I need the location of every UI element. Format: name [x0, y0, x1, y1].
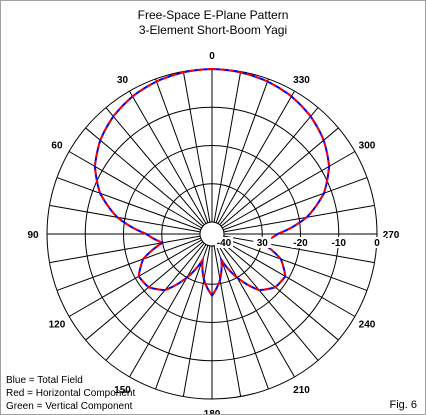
- radial-label-bg: [253, 237, 272, 248]
- grid-spoke: [223, 235, 375, 264]
- grid-spoke: [220, 127, 339, 227]
- grid-spoke: [129, 244, 207, 378]
- grid-spoke: [56, 177, 201, 231]
- angle-label-0: 0: [209, 51, 215, 62]
- grid-spoke: [223, 204, 375, 233]
- grid-spoke: [56, 237, 201, 291]
- grid-spoke: [49, 204, 201, 233]
- grid-spoke: [155, 78, 209, 223]
- grid-spoke: [215, 78, 269, 223]
- grid-spoke: [105, 107, 205, 226]
- legend-total: Blue = Total Field: [6, 375, 83, 386]
- angle-label-180: 180: [204, 409, 221, 414]
- chart-title: Free-Space E-Plane Pattern: [137, 8, 289, 22]
- chart-subtitle: 3-Element Short-Boom Yagi: [138, 23, 288, 37]
- grid-spoke: [85, 241, 204, 341]
- grid-spoke: [129, 90, 207, 224]
- radial-label-bg: [291, 237, 310, 248]
- grid-spoke: [182, 71, 211, 223]
- grid-spoke: [222, 239, 356, 317]
- grid-spoke: [182, 245, 211, 397]
- angle-label-210: 210: [293, 385, 310, 396]
- grid-spoke: [49, 235, 201, 264]
- grid-spoke: [215, 245, 269, 390]
- radial-label-0: 0: [374, 238, 380, 249]
- angle-label-120: 120: [49, 320, 66, 331]
- series-total-curve: [93, 67, 331, 298]
- grid-spoke: [217, 244, 295, 378]
- grid-spoke: [213, 245, 242, 397]
- radial-label--10: -10: [332, 238, 347, 249]
- radial-label--40: -40: [217, 238, 232, 249]
- radial-label-30: 30: [257, 238, 269, 249]
- radial-label-bg: [215, 237, 233, 248]
- grid-spoke: [213, 71, 242, 223]
- legend-vertical: Green = Vertical Component: [6, 401, 133, 412]
- angle-label-270: 270: [383, 230, 400, 241]
- angle-label-90: 90: [27, 230, 39, 241]
- angle-label-330: 330: [293, 75, 310, 86]
- grid-spoke: [223, 177, 368, 231]
- grid-spoke: [68, 151, 202, 229]
- grid-spoke: [222, 151, 356, 229]
- angle-label-30: 30: [117, 75, 129, 86]
- radial-label-bg: [329, 237, 348, 248]
- grid-spoke: [223, 237, 368, 291]
- angle-label-240: 240: [359, 320, 376, 331]
- legend-horizontal: Red = Horizontal Component: [6, 388, 136, 399]
- angle-label-300: 300: [359, 141, 376, 152]
- grid-spoke: [220, 241, 339, 341]
- grid-spoke: [217, 90, 295, 224]
- radial-label-bg: [368, 237, 386, 248]
- grid-spoke: [219, 107, 319, 226]
- figure-label: Fig. 6: [389, 399, 417, 411]
- grid-spoke: [68, 239, 202, 317]
- grid-spoke: [85, 127, 204, 227]
- grid-spoke: [219, 242, 319, 361]
- radial-label--20: -20: [293, 238, 308, 249]
- grid-spoke: [155, 245, 209, 390]
- grid-spoke: [105, 242, 205, 361]
- angle-label-60: 60: [51, 141, 63, 152]
- angle-label-150: 150: [114, 385, 131, 396]
